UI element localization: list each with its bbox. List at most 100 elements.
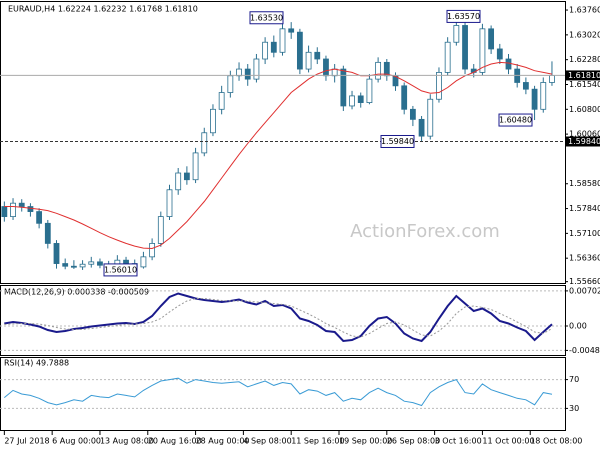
candle-body: [496, 48, 503, 60]
y-tick-label: 1.60800: [569, 105, 600, 114]
y-tick-label: 1.56360: [569, 254, 600, 263]
candle-body: [175, 172, 182, 191]
candle-body: [540, 82, 547, 110]
annotation-box: [249, 11, 284, 25]
candle-body: [270, 41, 277, 53]
y-tick-label: 1.57100: [569, 229, 600, 238]
candle-body: [418, 118, 425, 137]
rsi-panel-frame: [0, 357, 566, 431]
candle-body: [227, 75, 234, 93]
candle-body: [427, 98, 434, 137]
candle-body: [18, 202, 25, 207]
price-box: [565, 70, 600, 81]
candle-body: [218, 92, 225, 110]
candle-body: [453, 25, 460, 43]
candle-body: [183, 172, 190, 181]
chart-title: EURAUD,H4 1.62224 1.62232 1.61768 1.6181…: [8, 5, 198, 14]
annotation-box: [380, 134, 415, 148]
y-tick-label: 30: [569, 404, 579, 413]
y-tick-label: -0.004882: [569, 346, 600, 355]
candle-body: [62, 263, 69, 267]
candle-body: [192, 152, 199, 181]
x-tick-label: 20 Aug 16:00: [148, 437, 202, 446]
x-tick-label: 19 Sep 00:00: [339, 437, 392, 446]
indicator-line: [3, 377, 553, 407]
candle-body: [349, 95, 355, 107]
annotation-label: 1.59840: [381, 137, 414, 146]
candle-body: [305, 51, 312, 70]
annotation-label: 1.60480: [499, 116, 532, 125]
candle-body: [210, 108, 216, 134]
watermark: ActionForex.com: [350, 221, 500, 242]
x-tick-label: 11 Oct 00:00: [482, 437, 534, 446]
x-tick-label: 18 Oct 08:00: [530, 437, 582, 446]
indicator-line: [4, 298, 553, 338]
x-tick-label: 28 Aug 00:00: [196, 437, 250, 446]
y-tick-label: 70: [569, 375, 579, 384]
candle-body: [79, 263, 86, 268]
y-tick-label: 1.61540: [569, 80, 600, 89]
macd-title: MACD(12,26,9) 0.000338 -0.000509: [4, 288, 149, 297]
candle-body: [488, 28, 495, 50]
candle-body: [253, 58, 260, 80]
x-tick-label: 11 Sep 16:00: [291, 437, 344, 446]
candle-body: [166, 189, 173, 218]
candle-body: [505, 58, 512, 70]
candle-body: [531, 88, 538, 110]
moving-average: [4, 61, 553, 250]
candle-body: [331, 68, 338, 77]
candle-body: [323, 58, 329, 77]
price-box-label: 1.61810: [568, 71, 600, 80]
candle-body: [409, 108, 416, 120]
annotation-box: [498, 113, 533, 127]
candle-body: [366, 78, 373, 103]
candle-body: [375, 61, 382, 80]
candle-body: [149, 243, 156, 258]
candle-body: [1, 206, 8, 218]
candle-body: [201, 132, 208, 154]
candle-body: [444, 41, 451, 73]
x-tick-label: 3 Oct 16:00: [435, 437, 482, 446]
y-tick-label: 1.58580: [569, 179, 600, 188]
candle-body: [314, 51, 321, 60]
candle-body: [462, 25, 468, 70]
candle-body: [236, 68, 242, 77]
candle-body: [549, 75, 555, 83]
candle-body: [401, 85, 408, 110]
x-tick-label: 26 Sep 08:00: [387, 437, 440, 446]
candle-body: [288, 28, 295, 33]
annotation-box: [103, 263, 138, 277]
candle-body: [36, 211, 43, 224]
candle-body: [340, 68, 347, 107]
y-tick-label: 0.00: [569, 322, 587, 331]
candle-body: [479, 28, 486, 73]
candle-body: [262, 41, 269, 60]
annotation-label: 1.63530: [250, 13, 283, 22]
candle-body: [123, 259, 129, 264]
rsi-title: RSI(14) 49.7888: [4, 359, 69, 368]
candle-body: [70, 265, 77, 268]
y-tick-label: 1.62280: [569, 55, 600, 64]
candle-body: [436, 72, 442, 100]
candle-body: [522, 82, 529, 90]
annotation-label: 1.63570: [447, 12, 480, 21]
annotation-label: 1.56010: [104, 265, 137, 274]
candle-body: [296, 31, 303, 70]
y-tick-label: 1.57840: [569, 204, 600, 213]
candle-body: [140, 256, 147, 268]
x-tick-label: 13 Aug 08:00: [100, 437, 154, 446]
candle-body: [10, 202, 16, 218]
candle-body: [53, 243, 60, 264]
y-tick-label: 1.55660: [569, 277, 600, 286]
indicator-line: [4, 292, 553, 343]
candle-body: [27, 206, 34, 212]
annotation-box: [446, 9, 481, 23]
y-tick-label: 1.63020: [569, 30, 600, 39]
price-box: [565, 136, 600, 147]
y-tick-label: 0.0070215: [569, 286, 600, 295]
macd-panel-frame: [0, 285, 566, 356]
candle-body: [44, 222, 51, 244]
candle-body: [97, 261, 103, 266]
candle-body: [157, 216, 164, 244]
x-tick-label: 6 Aug 00:00: [52, 437, 101, 446]
